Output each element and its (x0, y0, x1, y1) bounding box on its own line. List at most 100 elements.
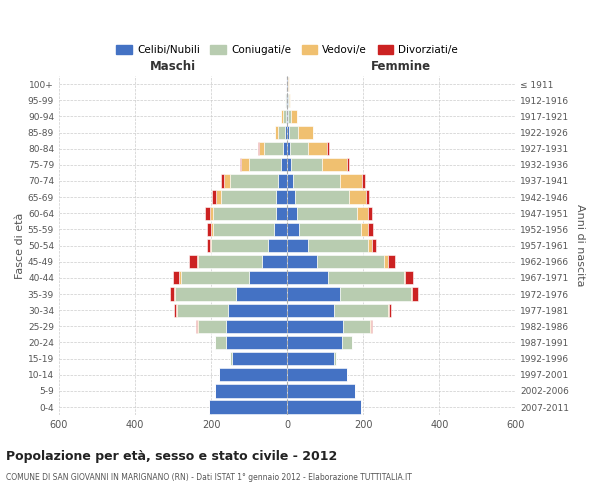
Bar (287, 352, 334, 365)
Bar (226, 336, 287, 349)
Bar (322, 158, 347, 172)
Bar (290, 142, 308, 156)
Bar (289, 126, 298, 139)
Bar (287, 223, 299, 236)
Y-axis label: Anni di nascita: Anni di nascita (575, 204, 585, 287)
Bar (308, 239, 368, 252)
Bar (259, 142, 264, 156)
Bar (226, 320, 287, 333)
Bar (216, 190, 221, 203)
Bar (287, 110, 288, 123)
Bar (287, 142, 290, 156)
Bar (283, 142, 287, 156)
Bar (230, 352, 232, 365)
Bar (173, 271, 179, 284)
Bar (198, 255, 262, 268)
Text: Maschi: Maschi (150, 60, 196, 73)
Bar (175, 288, 236, 300)
Bar (286, 94, 287, 107)
Bar (287, 239, 308, 252)
Bar (174, 288, 175, 300)
Bar (291, 110, 297, 123)
Bar (211, 223, 213, 236)
Bar (389, 304, 391, 317)
Bar (285, 126, 287, 139)
Bar (368, 239, 372, 252)
Bar (224, 174, 230, 188)
Bar (196, 320, 197, 333)
Bar (281, 110, 283, 123)
Bar (362, 174, 365, 188)
Bar (210, 206, 213, 220)
Bar (278, 126, 285, 139)
Bar (207, 223, 211, 236)
Bar (221, 190, 276, 203)
Bar (287, 400, 361, 413)
Bar (288, 110, 291, 123)
Bar (334, 352, 336, 365)
Bar (287, 368, 347, 382)
Bar (177, 304, 228, 317)
Bar (207, 239, 210, 252)
Bar (236, 288, 287, 300)
Bar (308, 142, 328, 156)
Bar (343, 320, 370, 333)
Bar (295, 190, 349, 203)
Bar (317, 255, 385, 268)
Bar (213, 206, 276, 220)
Bar (286, 78, 287, 90)
Bar (232, 352, 287, 365)
Bar (287, 384, 355, 398)
Bar (404, 271, 406, 284)
Bar (298, 126, 313, 139)
Bar (340, 174, 362, 188)
Bar (230, 174, 278, 188)
Bar (209, 400, 287, 413)
Bar (241, 158, 249, 172)
Bar (371, 320, 372, 333)
Bar (412, 288, 418, 300)
Bar (274, 223, 287, 236)
Bar (211, 239, 268, 252)
Bar (368, 206, 372, 220)
Bar (264, 142, 283, 156)
Bar (287, 206, 296, 220)
Bar (198, 320, 226, 333)
Bar (258, 142, 259, 156)
Bar (215, 336, 226, 349)
Bar (366, 190, 369, 203)
Bar (197, 255, 198, 268)
Bar (287, 94, 288, 107)
Bar (170, 288, 174, 300)
Bar (341, 336, 352, 349)
Bar (205, 206, 210, 220)
Bar (328, 142, 329, 156)
Bar (287, 174, 293, 188)
Bar (174, 304, 176, 317)
Bar (179, 271, 181, 284)
Bar (299, 223, 361, 236)
Bar (287, 78, 288, 90)
Bar (276, 206, 287, 220)
Bar (411, 288, 412, 300)
Bar (388, 304, 389, 317)
Bar (288, 94, 289, 107)
Bar (249, 271, 287, 284)
Text: Femmine: Femmine (371, 60, 431, 73)
Y-axis label: Fasce di età: Fasce di età (15, 212, 25, 279)
Bar (287, 158, 291, 172)
Bar (197, 320, 198, 333)
Text: Popolazione per età, sesso e stato civile - 2012: Popolazione per età, sesso e stato civil… (6, 450, 337, 463)
Bar (372, 239, 376, 252)
Bar (283, 110, 286, 123)
Bar (370, 320, 371, 333)
Bar (293, 174, 340, 188)
Bar (275, 126, 278, 139)
Bar (287, 255, 317, 268)
Bar (276, 190, 287, 203)
Bar (287, 288, 340, 300)
Bar (212, 190, 216, 203)
Bar (213, 223, 274, 236)
Bar (228, 304, 287, 317)
Bar (388, 255, 395, 268)
